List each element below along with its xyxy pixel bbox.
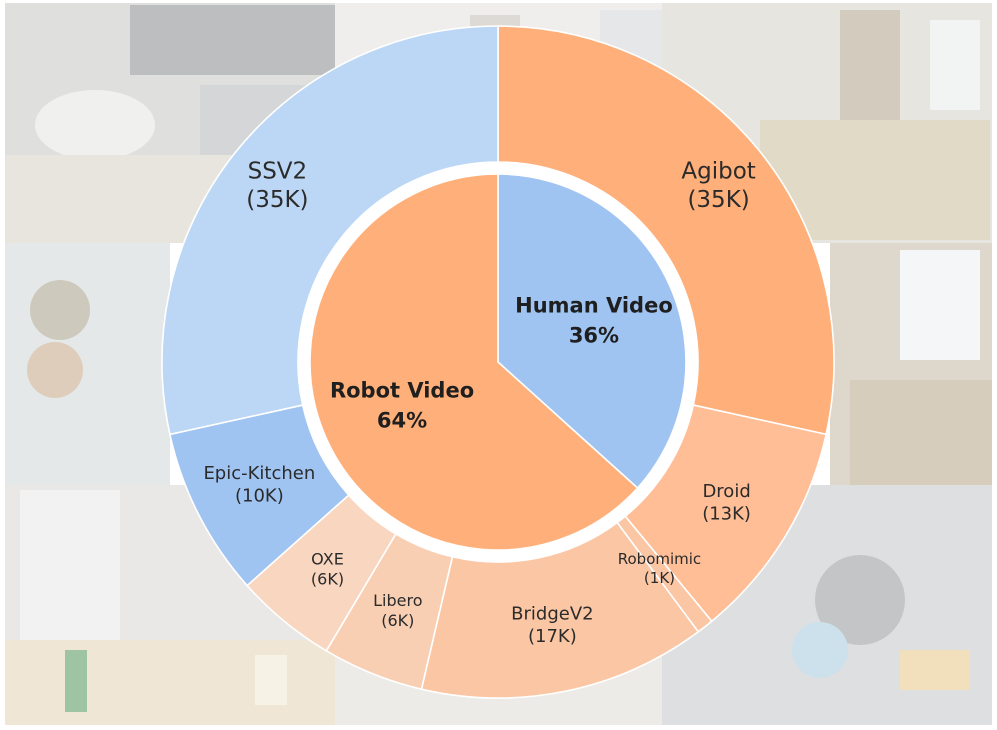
outer-label-name-oxe: OXE <box>311 549 344 568</box>
photo-tile-robot-arm-wood <box>830 243 992 485</box>
inner-label-percent-human-video: 36% <box>569 323 619 347</box>
inner-label-name-human-video: Human Video <box>515 293 673 317</box>
inner-labels: Human Video 36% Robot Video 64% <box>330 293 673 432</box>
outer-label-name-libero: Libero <box>373 591 422 610</box>
outer-label-name-droid: Droid <box>702 481 750 502</box>
outer-label-count-droid: (13K) <box>702 503 751 524</box>
inner-ring <box>298 162 698 562</box>
outer-ring <box>161 25 835 699</box>
outer-label-count-bridgev2: (17K) <box>528 626 577 647</box>
outer-label-name-bridgev2: BridgeV2 <box>511 603 593 624</box>
outer-label-count-agibot: (35K) <box>687 187 749 213</box>
outer-label-count-ssv2: (35K) <box>246 187 308 213</box>
inner-label-name-robot-video: Robot Video <box>330 379 474 403</box>
inner-slice-robot-video <box>309 173 639 551</box>
outer-label-name-epic-kitchen: Epic-Kitchen <box>203 463 315 484</box>
inner-slice-human-video <box>497 173 687 490</box>
outer-label-count-robomimic: (1K) <box>644 569 675 587</box>
outer-label-name-robomimic: Robomimic <box>618 550 701 568</box>
outer-label-name-agibot: Agibot <box>681 158 755 184</box>
outer-label-name-ssv2: SSV2 <box>248 158 308 184</box>
outer-labels: Agibot (35K) Droid(13K) Robomimic(1K) Bridge… <box>203 158 755 647</box>
photo-tile-fridge <box>5 243 170 485</box>
inner-label-percent-robot-video: 64% <box>377 409 427 433</box>
outer-label-count-oxe: (6K) <box>311 569 344 588</box>
outer-label-count-epic-kitchen: (10K) <box>235 486 284 507</box>
outer-label-count-libero: (6K) <box>381 611 414 630</box>
